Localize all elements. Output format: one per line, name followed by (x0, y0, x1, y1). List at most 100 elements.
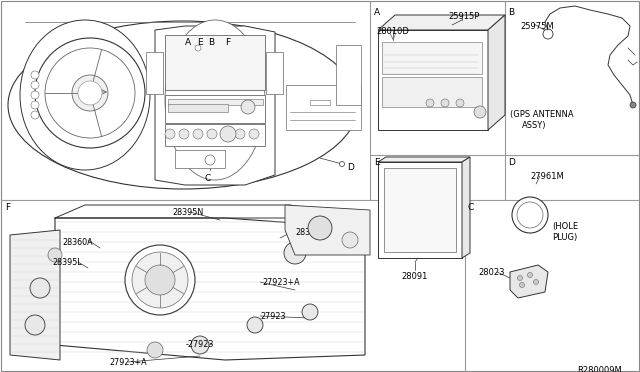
Circle shape (426, 99, 434, 107)
Bar (310, 100, 330, 105)
Text: B: B (208, 38, 214, 47)
Polygon shape (378, 157, 470, 162)
Circle shape (441, 99, 449, 107)
Text: 27961M: 27961M (530, 172, 564, 181)
Circle shape (249, 129, 259, 139)
Text: 28395N: 28395N (172, 208, 204, 217)
Text: N: N (88, 90, 92, 96)
Circle shape (205, 155, 215, 165)
Bar (168, 104, 228, 112)
Bar (175, 150, 225, 168)
Circle shape (630, 102, 636, 108)
Circle shape (456, 99, 464, 107)
Circle shape (25, 315, 45, 335)
Polygon shape (378, 15, 505, 30)
Circle shape (512, 197, 548, 233)
Circle shape (30, 278, 50, 298)
Circle shape (543, 29, 553, 39)
Bar (382, 42, 482, 74)
Circle shape (220, 126, 236, 142)
Circle shape (45, 48, 135, 138)
Circle shape (284, 242, 306, 264)
Circle shape (342, 232, 358, 248)
Circle shape (527, 273, 532, 278)
Circle shape (147, 342, 163, 358)
Polygon shape (378, 162, 462, 258)
Circle shape (193, 129, 203, 139)
Circle shape (221, 129, 231, 139)
Circle shape (308, 216, 332, 240)
Text: ASSY): ASSY) (522, 121, 547, 130)
Circle shape (48, 248, 62, 262)
Text: 27923+A: 27923+A (262, 278, 300, 287)
Text: E: E (197, 38, 203, 47)
Text: 28010D: 28010D (376, 27, 409, 36)
Circle shape (31, 101, 39, 109)
Bar (336, 45, 361, 105)
Text: E: E (374, 158, 380, 167)
Bar (146, 52, 163, 94)
Text: 27923+A: 27923+A (109, 358, 147, 367)
Polygon shape (462, 157, 470, 258)
Bar (382, 77, 482, 107)
Text: 28360A: 28360A (62, 238, 93, 247)
Text: 28023: 28023 (478, 268, 504, 277)
Circle shape (534, 279, 538, 285)
Bar (165, 124, 265, 146)
Polygon shape (10, 230, 60, 360)
Ellipse shape (8, 21, 358, 189)
Circle shape (235, 129, 245, 139)
Circle shape (179, 129, 189, 139)
Text: A: A (185, 38, 191, 47)
Polygon shape (488, 15, 505, 130)
Ellipse shape (165, 20, 265, 180)
Polygon shape (378, 30, 488, 130)
Text: D: D (508, 158, 515, 167)
Text: 27923: 27923 (260, 312, 285, 321)
Text: 28395LA: 28395LA (295, 228, 330, 237)
Bar (165, 35, 265, 90)
Polygon shape (285, 205, 370, 255)
Text: F: F (5, 203, 10, 212)
Circle shape (35, 38, 145, 148)
Text: R280009M: R280009M (577, 366, 622, 372)
Circle shape (518, 276, 522, 280)
Circle shape (520, 282, 525, 288)
Circle shape (132, 252, 188, 308)
Text: F: F (225, 38, 230, 47)
Circle shape (82, 85, 98, 101)
Text: A: A (374, 8, 380, 17)
Text: PLUG): PLUG) (552, 233, 577, 242)
Bar (286, 85, 361, 130)
Circle shape (302, 304, 318, 320)
Circle shape (31, 71, 39, 79)
Circle shape (165, 129, 175, 139)
Circle shape (207, 129, 217, 139)
Bar (165, 95, 265, 123)
Circle shape (31, 81, 39, 89)
Text: C: C (205, 174, 211, 183)
Text: 25975M: 25975M (520, 22, 554, 31)
Circle shape (517, 202, 543, 228)
Text: 25915P: 25915P (448, 12, 479, 21)
Text: B: B (508, 8, 514, 17)
Text: (GPS ANTENNA: (GPS ANTENNA (510, 110, 573, 119)
Circle shape (145, 265, 175, 295)
Circle shape (72, 75, 108, 111)
Circle shape (125, 245, 195, 315)
Ellipse shape (20, 20, 150, 170)
Text: D: D (347, 163, 354, 172)
Text: C: C (468, 203, 474, 212)
Circle shape (241, 100, 255, 114)
Text: (HOLE: (HOLE (552, 222, 578, 231)
Bar (266, 52, 283, 94)
Bar (384, 168, 456, 252)
Circle shape (31, 111, 39, 119)
Circle shape (195, 45, 201, 51)
Polygon shape (155, 26, 275, 185)
Circle shape (339, 161, 344, 167)
Circle shape (78, 81, 102, 105)
Circle shape (31, 91, 39, 99)
Text: 28395L: 28395L (52, 258, 82, 267)
Circle shape (247, 317, 263, 333)
